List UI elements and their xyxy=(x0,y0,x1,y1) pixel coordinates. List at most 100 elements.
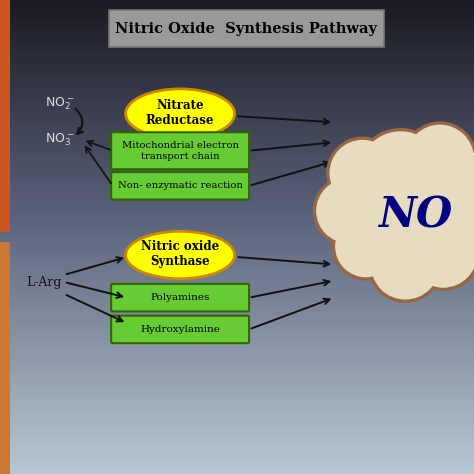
Bar xyxy=(0,422,474,424)
Bar xyxy=(0,303,474,306)
Bar xyxy=(0,370,474,372)
Bar xyxy=(0,441,474,443)
Bar xyxy=(0,140,474,142)
Bar xyxy=(0,472,474,474)
Bar xyxy=(0,374,474,377)
Circle shape xyxy=(409,219,474,288)
Bar xyxy=(0,14,474,17)
Bar xyxy=(0,251,474,254)
Circle shape xyxy=(356,128,446,218)
Bar xyxy=(0,173,474,175)
Bar xyxy=(0,0,474,2)
Bar xyxy=(0,273,474,275)
Circle shape xyxy=(402,121,474,196)
Bar xyxy=(0,130,474,133)
Bar xyxy=(0,294,474,296)
Bar xyxy=(0,287,474,289)
Bar xyxy=(0,436,474,438)
Bar xyxy=(0,142,474,145)
Bar xyxy=(0,249,474,251)
Bar xyxy=(0,325,474,327)
Bar xyxy=(0,47,474,50)
Bar xyxy=(0,232,474,235)
Bar xyxy=(0,230,474,232)
Bar xyxy=(0,346,474,348)
Circle shape xyxy=(353,152,472,270)
Bar xyxy=(0,0,10,232)
Bar xyxy=(0,83,474,85)
Bar xyxy=(0,265,474,268)
Bar xyxy=(0,469,474,472)
Bar xyxy=(0,292,474,294)
Bar xyxy=(0,337,474,339)
Bar xyxy=(0,102,474,104)
Bar xyxy=(0,159,474,161)
Bar xyxy=(0,313,474,315)
Circle shape xyxy=(313,175,384,246)
Bar xyxy=(0,412,474,415)
Bar xyxy=(0,237,474,239)
Bar xyxy=(0,128,474,130)
Bar xyxy=(0,301,474,303)
Ellipse shape xyxy=(126,231,235,279)
Bar xyxy=(0,329,474,332)
Bar xyxy=(0,284,474,287)
Bar xyxy=(0,100,474,102)
Bar xyxy=(0,246,474,249)
Bar xyxy=(0,28,474,31)
Bar xyxy=(0,197,474,199)
Bar xyxy=(0,45,474,47)
Bar xyxy=(0,220,474,223)
Bar xyxy=(0,242,10,474)
Bar xyxy=(0,332,474,334)
Bar xyxy=(0,152,474,154)
Bar xyxy=(0,339,474,341)
Bar xyxy=(0,57,474,59)
Bar xyxy=(0,192,474,194)
Bar xyxy=(0,69,474,71)
Bar xyxy=(0,5,474,7)
Bar xyxy=(0,211,474,213)
Bar xyxy=(0,434,474,436)
Bar xyxy=(0,95,474,97)
Bar xyxy=(0,282,474,284)
Bar xyxy=(0,21,474,24)
Bar xyxy=(0,17,474,19)
Bar xyxy=(0,118,474,121)
Bar xyxy=(0,280,474,282)
FancyBboxPatch shape xyxy=(109,10,384,47)
Bar xyxy=(0,465,474,467)
Bar xyxy=(0,171,474,173)
Bar xyxy=(0,209,474,211)
Bar xyxy=(0,9,474,12)
Bar xyxy=(0,322,474,325)
Bar xyxy=(0,457,474,460)
Bar xyxy=(0,448,474,450)
Bar xyxy=(0,64,474,66)
Text: $\mathrm{NO_2^-}$: $\mathrm{NO_2^-}$ xyxy=(45,95,74,111)
Bar xyxy=(0,31,474,33)
Bar xyxy=(0,310,474,313)
Bar xyxy=(0,429,474,431)
Bar xyxy=(0,367,474,370)
FancyBboxPatch shape xyxy=(111,132,249,169)
Bar xyxy=(0,398,474,401)
Circle shape xyxy=(326,137,399,210)
Bar xyxy=(0,194,474,197)
Circle shape xyxy=(430,148,474,221)
Bar xyxy=(0,36,474,38)
Bar xyxy=(0,164,474,166)
Bar xyxy=(0,289,474,292)
Bar xyxy=(0,358,474,360)
Bar xyxy=(0,315,474,318)
Bar xyxy=(0,123,474,126)
Text: $\mathrm{NO_3^-}$: $\mathrm{NO_3^-}$ xyxy=(45,132,74,148)
Bar xyxy=(0,396,474,398)
Bar xyxy=(0,187,474,190)
Text: Polyamines: Polyamines xyxy=(150,293,210,302)
Bar xyxy=(0,7,474,9)
Bar xyxy=(0,199,474,201)
Bar xyxy=(0,145,474,147)
Bar xyxy=(0,256,474,258)
Bar xyxy=(0,334,474,337)
